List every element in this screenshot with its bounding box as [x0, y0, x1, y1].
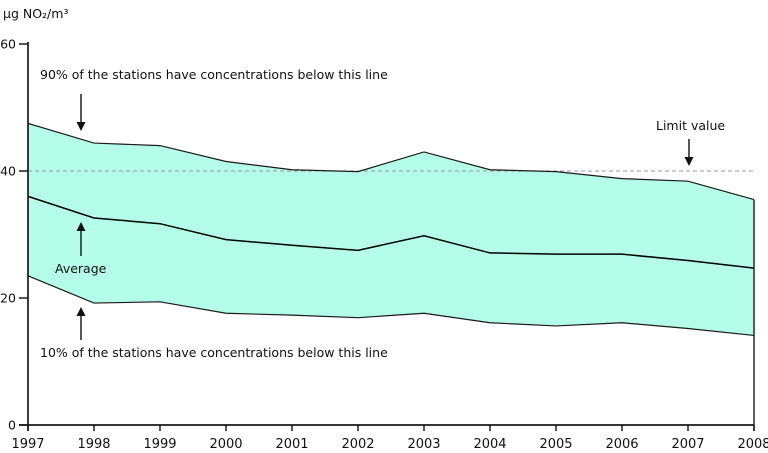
- x-tick-label: 2003: [407, 437, 440, 452]
- y-axis-unit-label: µg NO₂/m³: [3, 6, 69, 21]
- x-tick-label: 2006: [605, 437, 638, 452]
- p10-line: [27, 275, 755, 337]
- average-annotation-arrow-head: [76, 222, 86, 231]
- percentile-band: [28, 123, 754, 336]
- x-tick-label: 2004: [473, 437, 506, 452]
- average-line: [27, 195, 755, 269]
- x-tick-label: 2005: [539, 437, 572, 452]
- x-tick-label: 2008: [737, 437, 768, 452]
- x-tick-label: 2002: [341, 437, 374, 452]
- x-tick-label: 1998: [77, 437, 110, 452]
- limit-value-annotation-arrow-head: [684, 157, 694, 166]
- y-tick-label: 60: [0, 37, 16, 52]
- x-tick-label: 2000: [209, 437, 242, 452]
- x-tick-label: 2001: [275, 437, 308, 452]
- p90-line: [27, 122, 755, 201]
- x-tick-label: 2007: [671, 437, 704, 452]
- p10-annotation-arrow-head: [76, 307, 86, 316]
- limit-value-annotation-label: Limit value: [656, 118, 726, 133]
- average-annotation-label: Average: [55, 261, 107, 276]
- y-tick-label: 20: [0, 291, 16, 306]
- y-tick-label: 0: [8, 418, 16, 433]
- p90-annotation-label: 90% of the stations have concentrations …: [40, 67, 388, 82]
- x-tick-label: 1999: [143, 437, 176, 452]
- p10-annotation-label: 10% of the stations have concentrations …: [40, 345, 388, 360]
- p90-annotation-arrow-head: [76, 122, 86, 131]
- y-tick-label: 40: [0, 164, 16, 179]
- x-tick-label: 1997: [11, 437, 44, 452]
